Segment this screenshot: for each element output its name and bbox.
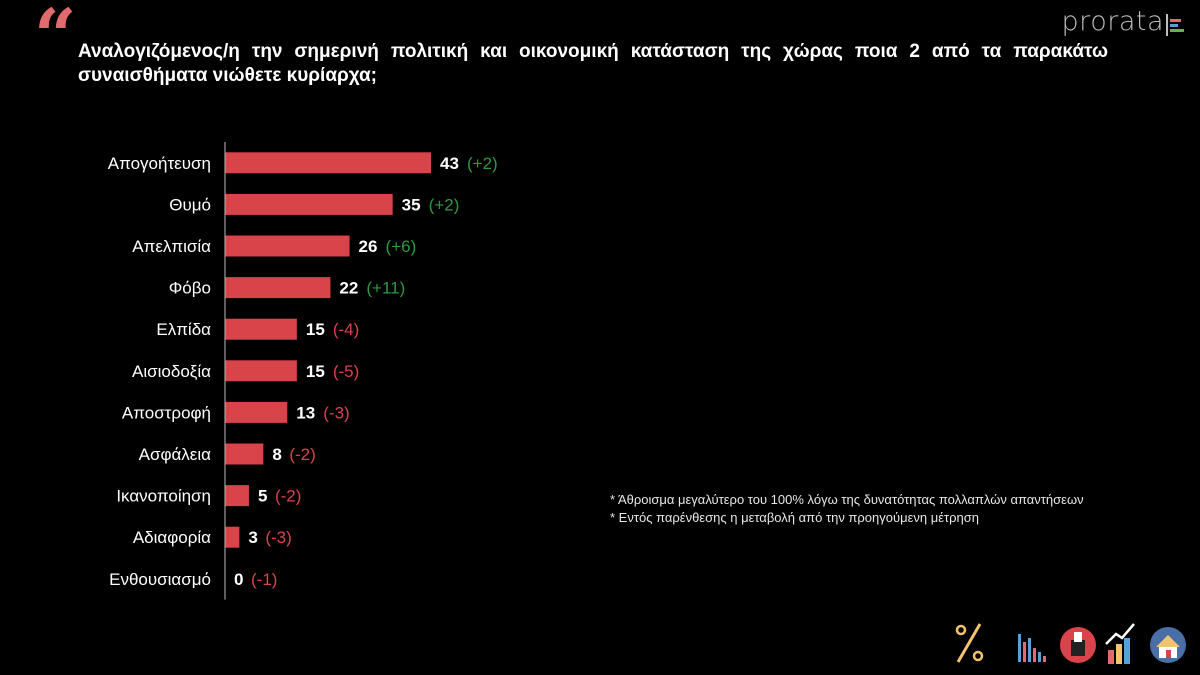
- category-label: Απογοήτευση: [108, 154, 211, 173]
- value-label: 22: [339, 279, 358, 298]
- value-label: 5: [258, 487, 267, 506]
- value-label: 26: [359, 237, 378, 256]
- category-label: Αδιαφορία: [133, 528, 211, 547]
- change-label: (-3): [323, 403, 349, 422]
- brand-logo: prorata: [1061, 6, 1164, 37]
- category-label: Αισιοδοξία: [132, 362, 211, 381]
- value-label: 35: [402, 195, 421, 214]
- category-label: Ικανοποίηση: [116, 487, 211, 506]
- value-label: 3: [248, 528, 257, 547]
- category-label: Απελπισία: [132, 237, 211, 256]
- change-label: (+11): [366, 279, 405, 298]
- category-label: Ενθουσιασμό: [109, 570, 211, 589]
- house-icon: [1150, 627, 1186, 663]
- value-label: 0: [234, 570, 243, 589]
- bar: [225, 152, 431, 174]
- growth-chart-icon: [1105, 623, 1135, 664]
- value-label: 15: [306, 320, 325, 339]
- bar-chart-icon: [1018, 634, 1046, 662]
- ballot-box-icon: [1060, 627, 1096, 663]
- bar: [225, 318, 297, 340]
- value-label: 15: [306, 362, 325, 381]
- change-label: (-3): [265, 528, 291, 547]
- brand-bars-icon: [1166, 14, 1184, 36]
- change-label: (+6): [386, 237, 417, 256]
- value-label: 13: [296, 403, 315, 422]
- bar: [225, 193, 393, 215]
- bar: [225, 443, 264, 465]
- change-label: (-2): [289, 445, 315, 464]
- bar: [225, 401, 288, 423]
- bar: [225, 485, 249, 507]
- quote-mark: “: [34, 0, 77, 80]
- footer-icons: [955, 623, 1186, 664]
- change-label: (+2): [429, 195, 460, 214]
- footnote-1: * Άθροισμα μεγαλύτερο του 100% λόγω της …: [610, 492, 1084, 507]
- footnote-2: * Εντός παρένθεσης η μεταβολή από την πρ…: [610, 510, 980, 525]
- change-label: (+2): [467, 154, 498, 173]
- bar: [225, 360, 297, 382]
- category-label: Αποστροφή: [122, 403, 211, 422]
- category-label: Ελπίδα: [156, 320, 211, 339]
- category-label: Φόβο: [169, 279, 211, 298]
- category-label: Ασφάλεια: [139, 445, 212, 464]
- chart-title: Αναλογιζόμενος/η την σημερινή πολιτική κ…: [78, 41, 1108, 86]
- bar: [225, 526, 240, 548]
- change-label: (-2): [275, 487, 301, 506]
- percent-icon: [955, 623, 984, 663]
- change-label: (-5): [333, 362, 359, 381]
- change-label: (-1): [251, 570, 277, 589]
- value-label: 8: [272, 445, 281, 464]
- bar: [225, 235, 350, 257]
- category-label: Θυμό: [169, 195, 211, 214]
- footnotes: * Άθροισμα μεγαλύτερο του 100% λόγω της …: [610, 491, 1084, 527]
- bar: [225, 277, 331, 299]
- value-label: 43: [440, 154, 459, 173]
- change-label: (-4): [333, 320, 359, 339]
